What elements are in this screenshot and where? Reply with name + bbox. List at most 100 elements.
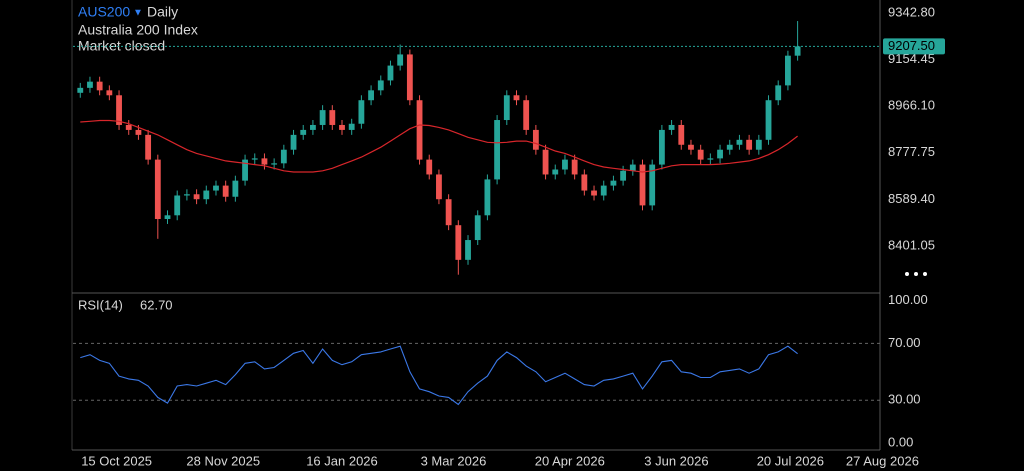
x-tick-label: 20 Jul 2026 [757,453,824,468]
y-tick-label: 8777.75 [888,144,935,159]
candle-body [377,80,384,91]
candle-body [193,194,200,200]
candle-body [416,100,423,160]
candle-body [251,158,258,160]
candle-body [339,124,345,130]
candle-body [755,139,762,150]
candle-body [513,95,520,101]
instrument-name: Australia 200 Index [78,22,198,38]
candle-body [707,158,714,160]
candle-body [474,215,481,241]
candle-body [775,85,782,101]
candle-body [135,129,142,135]
candle-body [87,81,93,88]
candle-body [571,159,578,175]
candle-body [658,129,665,165]
candle-body [736,139,743,145]
candle-body [678,124,685,145]
candle-body [765,100,772,140]
candle-body [629,164,636,171]
y-tick-label: 100.00 [888,292,928,307]
candle-body [794,46,801,56]
candle-body [697,149,704,160]
candle-body [125,124,132,130]
candle-body [280,149,287,164]
candle-body [668,124,675,130]
interval[interactable]: Daily [147,4,178,20]
dropdown-icon[interactable]: ▼ [133,8,143,19]
moving-average [80,119,798,173]
candle-body [552,169,559,175]
candle-body [290,134,297,150]
candle-body [436,174,442,200]
candle-body [348,123,355,130]
candle-body [639,164,646,206]
candle-body [688,144,694,150]
candle-body [203,190,210,200]
menu-dot [914,272,918,276]
candle-body [600,185,607,196]
candle-body [717,149,723,159]
y-tick-label: 8966.10 [888,98,935,113]
candle-body [261,158,268,165]
symbol[interactable]: AUS200 [78,4,130,20]
candle-body [620,170,627,181]
candle-body [523,100,530,130]
candle-body [174,195,181,216]
candle-body [222,185,229,197]
candle-body [503,95,510,121]
candle-body [455,225,462,260]
rsi-title: RSI(14) [78,297,123,312]
candle-body [358,100,365,124]
candle-body [532,129,539,150]
candle-body [310,124,316,130]
y-tick-label: 70.00 [888,335,921,350]
candle-body [591,190,597,196]
x-tick-label: 28 Nov 2025 [186,453,260,468]
candle-body [232,180,239,197]
candle-body [445,199,452,226]
menu-dot [905,272,909,276]
candle-body [154,159,161,220]
more-menu[interactable] [905,272,927,276]
x-tick-label: 27 Aug 2026 [846,453,919,468]
candle-body [649,164,656,206]
candle-body [183,194,190,196]
candle-body [319,110,326,125]
candle-body [581,174,588,191]
rsi-line [80,345,798,406]
x-tick-label: 3 Jun 2026 [644,453,708,468]
y-tick-label: 8589.40 [888,191,935,206]
y-tick-label: 8401.05 [888,237,935,252]
candle-body [406,54,413,101]
y-tick-label: 9342.80 [888,4,935,19]
candle-body [785,55,791,86]
x-tick-label: 15 Oct 2025 [81,453,152,468]
candle-body [484,179,491,216]
x-tick-label: 16 Jan 2026 [306,453,378,468]
candle-body [610,180,617,186]
candle-body [562,159,568,170]
candle-body [387,65,394,81]
last-price-label: 9207.50 [888,38,935,53]
candle-body [329,110,336,125]
candle-body [96,81,103,91]
rsi-last-value: 62.70 [140,297,173,312]
candle-body [494,120,501,180]
last-price-box [883,38,945,55]
candle-body [164,215,171,220]
candle-body [213,185,219,191]
candle-body [465,240,471,260]
candle-body [116,95,122,125]
menu-dot [923,272,927,276]
candle-body [300,129,307,135]
candle-body [397,54,404,66]
candle-body [746,139,753,150]
candle-body [726,144,733,150]
candle-body [242,159,248,181]
market-status: Market closed [78,38,165,54]
x-tick-label: 3 Mar 2026 [421,453,487,468]
candle-body [542,149,549,175]
